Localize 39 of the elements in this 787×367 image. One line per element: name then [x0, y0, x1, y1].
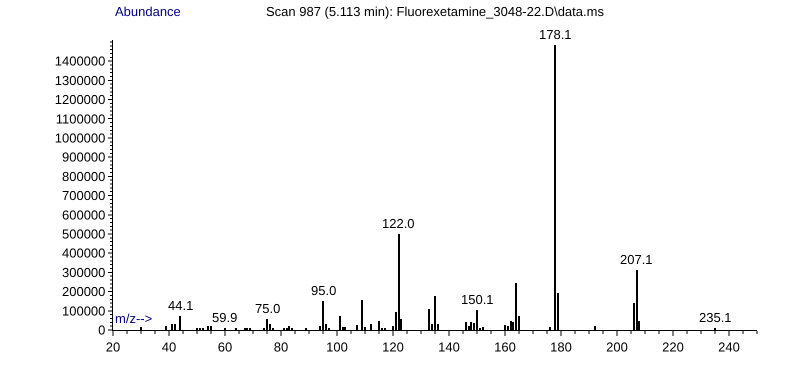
y-tick-label: 0: [98, 322, 106, 338]
annotation: 59.9: [212, 310, 238, 325]
annotation: 44.1: [168, 298, 194, 313]
x-tick-label: 20: [106, 340, 120, 355]
x-tick-label: 40: [162, 340, 176, 355]
x-tick-label: 200: [606, 340, 628, 355]
chart-title: Scan 987 (5.113 min): Fluorexetamine_3048-22.D\data.ms: [266, 4, 604, 19]
y-tick-label: 200000: [62, 284, 106, 300]
annotation: 75.0: [255, 301, 280, 316]
y-tick-label: 900000: [62, 150, 106, 165]
y-tick-label: 300000: [62, 264, 106, 280]
y-tick-label: 1400000: [54, 54, 106, 69]
x-tick-label: 240: [718, 340, 740, 355]
annotation: 150.1: [461, 292, 494, 307]
annotation: 207.1: [620, 252, 653, 267]
y-tick-label: 700000: [62, 188, 106, 204]
x-tick-label: 160: [494, 340, 516, 355]
x-tick-label: 80: [274, 340, 288, 355]
x-tick-label: 140: [438, 340, 460, 355]
annotation: 235.1: [699, 310, 732, 325]
y-tick-label: 400000: [62, 246, 106, 261]
y-tick-label: 800000: [62, 168, 106, 184]
x-tick-label: 220: [662, 340, 684, 355]
y-tick-label: 1200000: [54, 92, 106, 108]
y-tick-label: 1300000: [54, 72, 106, 88]
annotation: 178.1: [539, 27, 572, 42]
annotation: 95.0: [311, 283, 336, 298]
x-axis-title: m/z-->: [115, 311, 152, 326]
y-axis-title: Abundance: [115, 4, 181, 19]
annotation: 122.0: [382, 216, 415, 231]
x-tick-label: 60: [218, 340, 232, 355]
y-tick-label: 500000: [62, 226, 106, 242]
x-tick-label: 180: [550, 340, 572, 355]
y-tick-label: 1100000: [56, 111, 106, 126]
x-tick-label: 120: [382, 340, 404, 355]
y-tick-label: 600000: [62, 207, 106, 222]
y-tick-label: 100000: [62, 303, 106, 318]
y-tick-label: 1000000: [54, 130, 106, 146]
x-tick-label: 100: [326, 340, 348, 355]
